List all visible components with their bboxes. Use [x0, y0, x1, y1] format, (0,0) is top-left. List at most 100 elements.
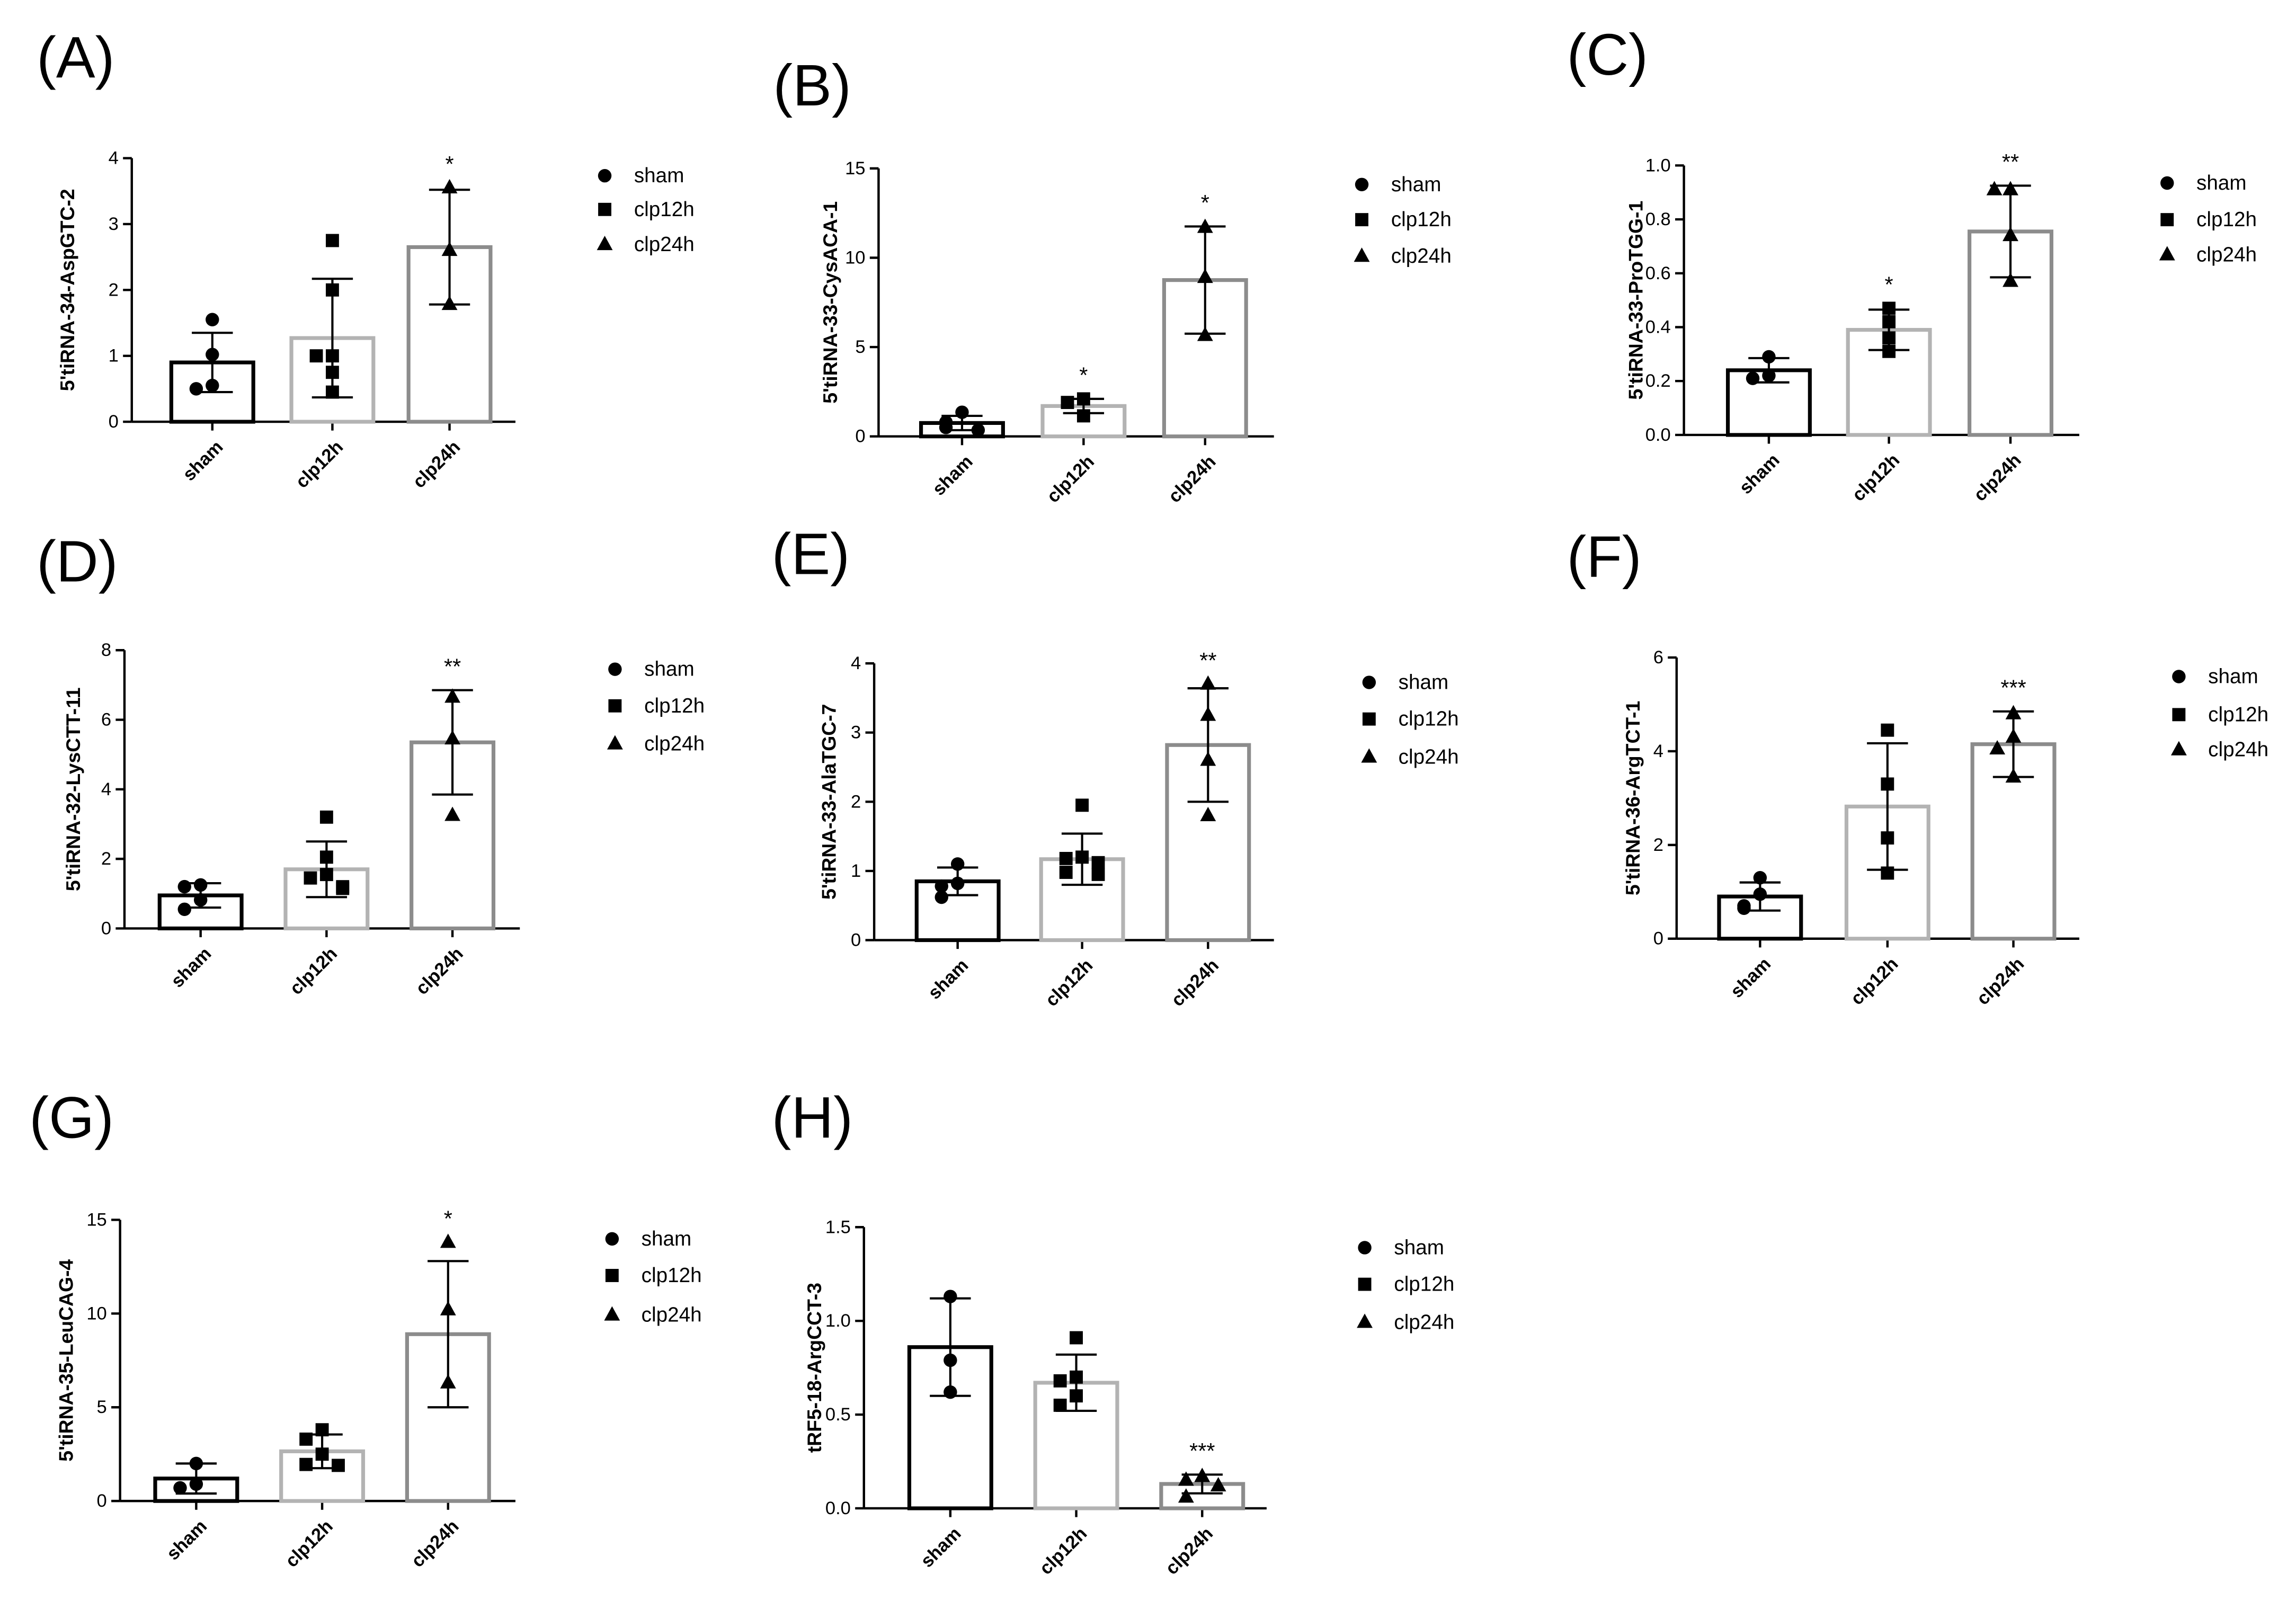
x-tick-label: sham	[1736, 450, 1784, 498]
point-clp12h	[332, 1459, 345, 1472]
point-sham	[193, 893, 208, 907]
legend-triangle-icon	[2159, 246, 2175, 261]
y-tick-label: 4	[101, 779, 111, 799]
point-clp24h	[440, 1233, 456, 1248]
y-tick-label: 15	[845, 158, 865, 179]
legend-label: clp24h	[2196, 243, 2257, 266]
legend-triangle-icon	[1354, 247, 1370, 262]
legend-label: clp12h	[642, 1264, 702, 1287]
point-sham	[177, 879, 191, 894]
legend-circle-icon	[2160, 176, 2174, 190]
y-tick-label: 8	[101, 640, 111, 660]
point-clp24h	[1197, 218, 1213, 233]
x-tick-label: clp12h	[282, 1516, 337, 1571]
y-tick-label: 15	[86, 1210, 106, 1230]
point-clp24h	[1178, 1488, 1194, 1503]
legend-label: sham	[2196, 172, 2247, 194]
point-clp12h	[1091, 868, 1105, 881]
point-clp12h	[1091, 856, 1105, 869]
y-axis-label: 5'tiRNA-36-ArgTCT-1	[1622, 701, 1644, 895]
y-tick-label: 0.5	[825, 1405, 851, 1425]
x-tick-label: clp24h	[1973, 954, 2028, 1009]
x-tick-label: clp24h	[412, 944, 467, 999]
legend-label: clp24h	[1394, 1311, 1454, 1334]
significance-clp24h: **	[2002, 149, 2019, 174]
point-clp12h	[299, 1457, 313, 1471]
y-tick-label: 1	[109, 346, 119, 366]
point-clp12h	[1070, 1331, 1083, 1345]
point-clp24h	[440, 1374, 456, 1389]
point-sham	[944, 1290, 957, 1303]
y-tick-label: 0	[851, 930, 861, 950]
y-tick-label: 0	[109, 412, 119, 432]
y-tick-label: 0	[1653, 929, 1663, 949]
y-tick-label: 6	[1653, 647, 1663, 668]
panel-label: (E)	[772, 522, 850, 587]
y-tick-label: 4	[851, 653, 861, 673]
point-clp12h	[1881, 866, 1894, 880]
legend: sham clp12h clp24h	[1357, 1236, 1454, 1334]
point-clp12h	[325, 349, 339, 363]
point-clp24h	[441, 242, 458, 256]
legend-label: clp24h	[1399, 746, 1459, 769]
significance-clp24h: *	[445, 152, 453, 176]
point-clp12h	[1881, 777, 1894, 791]
y-tick-label: 1	[851, 861, 861, 881]
panel-label: (A)	[37, 25, 114, 91]
point-clp24h	[441, 179, 458, 194]
point-sham	[939, 421, 953, 434]
legend-label: sham	[644, 658, 695, 681]
point-clp12h	[325, 385, 339, 399]
point-clp24h	[444, 806, 461, 821]
legend-label: sham	[2208, 665, 2258, 688]
legend-label: clp12h	[1391, 208, 1452, 231]
panel-d: (D) 0 2 4 6 8 5'tiRNA-32-LysCTT-11 sham clp12h cl…	[37, 529, 705, 999]
legend-triangle-icon	[2170, 741, 2187, 755]
legend-circle-icon	[1355, 177, 1369, 191]
point-clp12h	[299, 1432, 313, 1446]
point-clp12h	[1076, 392, 1090, 406]
x-tick-label: sham	[1727, 954, 1775, 1002]
legend-label: clp24h	[642, 1304, 702, 1327]
legend-square-icon	[2160, 213, 2174, 227]
y-tick-label: 0.8	[1645, 209, 1671, 229]
panel-label: (D)	[37, 529, 118, 594]
point-sham	[193, 878, 208, 892]
point-clp12h	[1059, 866, 1073, 879]
legend: sham clp12h clp24h	[607, 658, 705, 755]
y-tick-label: 0.0	[825, 1498, 851, 1518]
y-axis-label: 5'tiRNA-33-CysACA-1	[819, 201, 841, 404]
x-tick-label: sham	[917, 1524, 965, 1572]
panel-b: (B) 0 5 10 15 5'tiRNA-33-CysACA-1 sham clp12h * c…	[773, 53, 1451, 506]
point-clp12h	[319, 868, 333, 882]
point-sham	[935, 879, 948, 893]
legend: sham clp12h clp24h	[1354, 173, 1452, 268]
point-clp24h	[1197, 326, 1213, 341]
significance-clp24h: *	[444, 1206, 452, 1231]
panel-a: (A) 0 1 2 3 4 5'tiRNA-34-AspGTC-2 sham clp12h clp…	[37, 25, 695, 492]
legend-label: clp24h	[634, 233, 695, 256]
legend-label: sham	[1391, 173, 1441, 196]
point-sham	[935, 890, 948, 904]
x-tick-label: clp24h	[1168, 955, 1223, 1010]
point-clp24h	[2005, 705, 2022, 719]
point-clp24h	[2003, 272, 2018, 287]
point-clp12h	[325, 366, 339, 379]
point-clp12h	[325, 283, 339, 297]
legend-circle-icon	[598, 168, 612, 183]
y-axis-label: tRF5-18-ArgCCT-3	[803, 1283, 825, 1453]
panel-label: (H)	[772, 1086, 853, 1151]
point-clp24h	[1200, 751, 1216, 766]
point-clp12h	[1070, 1389, 1083, 1403]
point-clp24h	[1178, 1471, 1194, 1486]
bar-clp24h	[406, 245, 493, 424]
legend-label: sham	[1394, 1236, 1444, 1259]
legend-triangle-icon	[1357, 1313, 1373, 1328]
x-tick-label: clp12h	[1042, 955, 1097, 1010]
legend-square-icon	[608, 699, 622, 713]
legend-circle-icon	[608, 662, 622, 676]
x-tick-label: sham	[163, 1516, 211, 1565]
point-clp12h	[1881, 831, 1894, 845]
legend-label: clp12h	[1399, 708, 1459, 731]
